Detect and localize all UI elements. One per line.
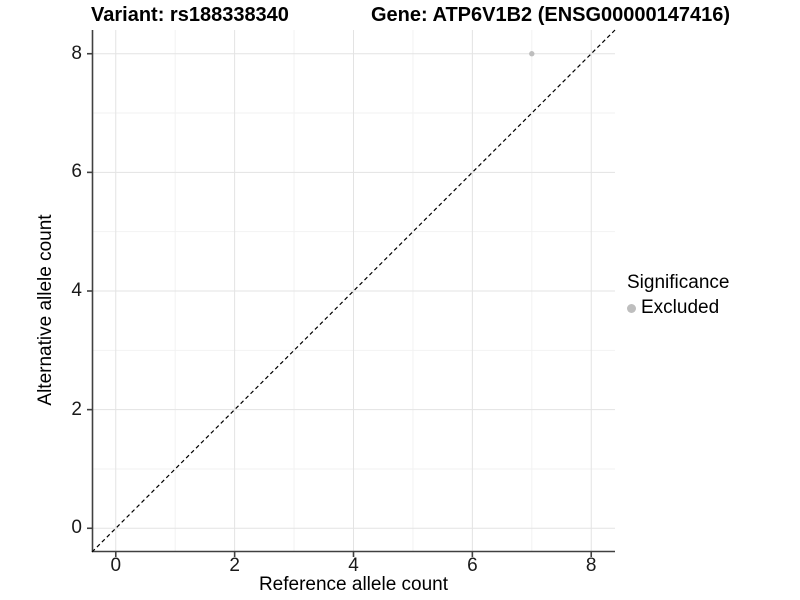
x-axis-title: Reference allele count xyxy=(258,574,449,595)
x-tick-label: 6 xyxy=(467,555,478,576)
legend-entry: Excluded xyxy=(627,297,729,319)
x-tick-label: 4 xyxy=(348,555,359,576)
variant-title: Variant: rs188338340 xyxy=(91,4,289,26)
plot-panel xyxy=(87,29,616,557)
legend-entry-label: Excluded xyxy=(641,297,720,318)
legend-title: Significance xyxy=(627,272,730,293)
legend-point-icon xyxy=(627,303,636,313)
y-axis-title: Alternative allele count xyxy=(35,214,56,406)
data-point xyxy=(529,51,535,57)
y-tick-label: 0 xyxy=(71,517,82,539)
x-tick-label: 2 xyxy=(229,555,240,576)
x-tick-label: 0 xyxy=(110,555,122,576)
legend-entries: Excluded xyxy=(627,297,729,319)
gene-title: Gene: ATP6V1B2 (ENSG00000147416) xyxy=(371,4,731,26)
x-tick-label: 8 xyxy=(585,555,597,576)
y-tick-label: 6 xyxy=(71,161,82,183)
y-tick-label: 8 xyxy=(71,42,82,64)
legend: Significance Excluded xyxy=(627,272,729,319)
y-tick-label: 2 xyxy=(71,398,82,420)
y-tick-label: 4 xyxy=(71,280,82,301)
